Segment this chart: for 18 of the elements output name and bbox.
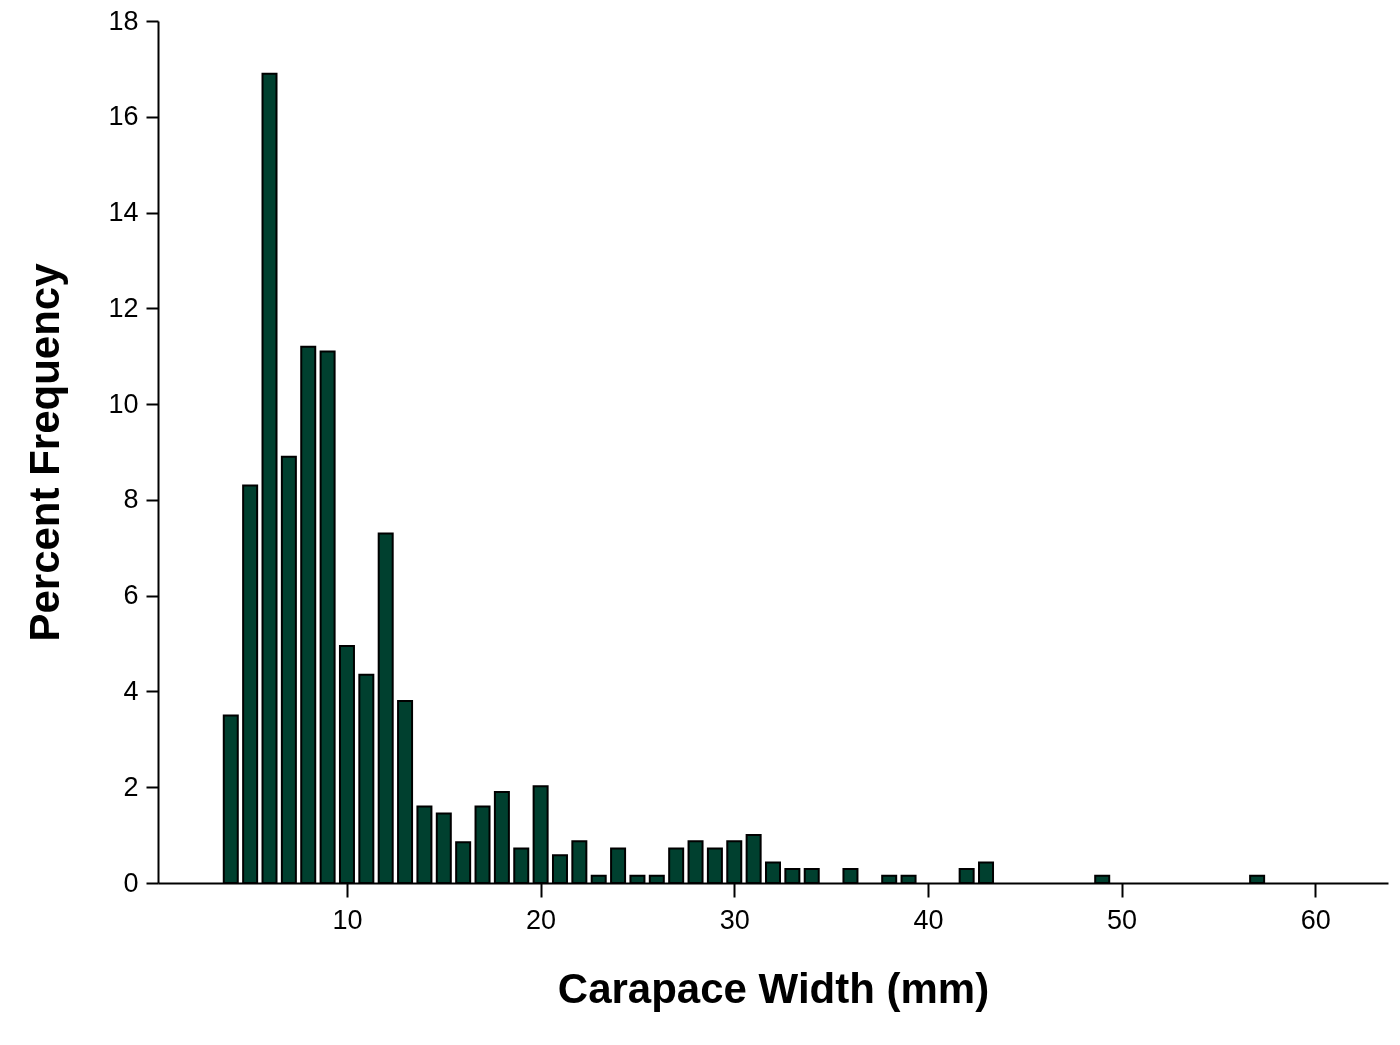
y-tick-label: 18 bbox=[108, 5, 139, 36]
x-tick-label: 50 bbox=[1107, 904, 1138, 935]
x-tick-label: 10 bbox=[332, 904, 363, 935]
y-tick-label: 10 bbox=[108, 388, 139, 419]
y-tick-label: 8 bbox=[123, 484, 139, 515]
y-tick-label: 12 bbox=[108, 292, 139, 323]
x-tick-label: 20 bbox=[526, 904, 557, 935]
y-tick-label: 6 bbox=[123, 580, 139, 611]
y-axis-title: Percent Frequency bbox=[21, 262, 69, 642]
y-tick-label: 4 bbox=[123, 675, 139, 706]
y-tick-label: 16 bbox=[108, 101, 139, 132]
x-tick-label: 30 bbox=[719, 904, 750, 935]
x-tick-label: 40 bbox=[913, 904, 944, 935]
y-tick-label: 14 bbox=[108, 197, 139, 228]
x-axis-title: Carapace Width (mm) bbox=[557, 964, 990, 1012]
y-tick-label: 0 bbox=[123, 867, 139, 898]
y-tick-label: 2 bbox=[123, 771, 139, 802]
x-tick-label: 60 bbox=[1300, 904, 1331, 935]
